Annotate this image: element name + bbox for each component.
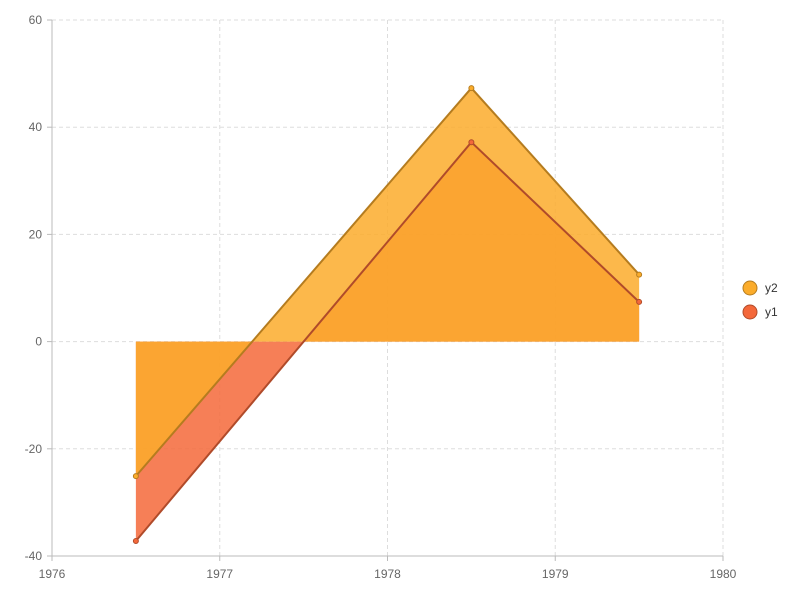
legend-label-y2: y2 xyxy=(765,281,778,295)
y-tick-label: -20 xyxy=(25,442,43,456)
x-tick-label: 1977 xyxy=(206,567,233,581)
legend-swatch-y2 xyxy=(742,280,758,296)
legend-label-y1: y1 xyxy=(765,305,778,319)
y-tick-label: 20 xyxy=(29,227,43,241)
point-y2 xyxy=(468,85,475,92)
point-y1 xyxy=(636,298,643,305)
y-tick-label: -40 xyxy=(25,549,43,563)
point-y2 xyxy=(636,271,643,278)
point-y1 xyxy=(132,537,139,544)
x-tick-label: 1980 xyxy=(710,567,737,581)
x-tick-label: 1979 xyxy=(542,567,569,581)
y-tick-label: 0 xyxy=(35,335,42,349)
point-y2 xyxy=(132,473,139,480)
x-tick-label: 1976 xyxy=(39,567,66,581)
legend-swatch-y1 xyxy=(742,304,758,320)
point-y1 xyxy=(468,139,475,146)
axes: 1976 1977 1978 1979 1980 -40 -20 0 20 40 60 xyxy=(25,13,737,581)
area-y2 xyxy=(135,88,640,477)
legend: y2 y1 xyxy=(742,280,778,320)
y-tick-label: 60 xyxy=(29,13,43,27)
x-tick-label: 1978 xyxy=(374,567,401,581)
series-points xyxy=(132,85,643,544)
series-areas xyxy=(135,88,640,541)
y-tick-label: 40 xyxy=(29,120,43,134)
